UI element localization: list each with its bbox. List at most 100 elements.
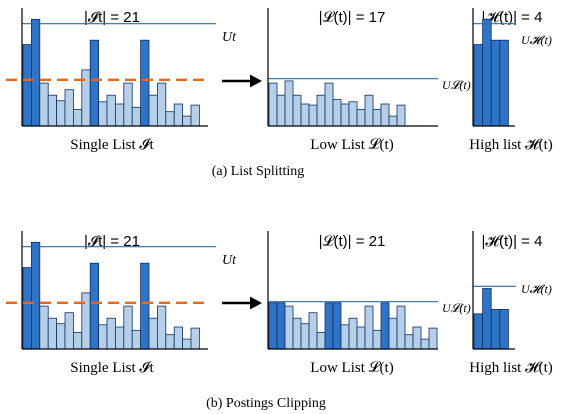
bar: [380, 302, 390, 350]
bar: [490, 308, 501, 350]
bar: [300, 103, 310, 127]
single-list-size: |𝓘t| = 21: [84, 9, 140, 26]
single-list-size: |𝓘t| = 21: [84, 233, 140, 250]
bar: [47, 317, 58, 350]
threshold-label: U𝓛(t): [442, 301, 471, 315]
bar: [81, 69, 91, 127]
single-list-label: Single List 𝓘t: [70, 360, 154, 376]
high-list-label: High list 𝓗(t): [469, 360, 553, 376]
bar: [182, 338, 192, 350]
bar: [340, 324, 350, 350]
bar: [324, 82, 334, 127]
bar: [148, 317, 158, 350]
high-list-bars: [473, 18, 516, 127]
bar: [308, 312, 318, 350]
low-list-label: Low List 𝓛(t): [310, 137, 393, 153]
single-list-bars: [6, 18, 216, 127]
bar: [98, 101, 108, 127]
low-list-panel: |𝓛(t)| = 17 U𝓛(t) Low List 𝓛(t): [267, 8, 471, 153]
bar: [165, 334, 175, 350]
bar: [292, 94, 302, 127]
split-arrow: [222, 74, 262, 88]
high-list-panel: |𝓗(t)| = 4 U𝓗(t) High list 𝓗(t): [469, 231, 553, 376]
bar: [380, 103, 390, 127]
threshold-label: U𝓛(t): [442, 78, 471, 92]
low-list-bars: [268, 301, 438, 350]
threshold-label: U𝓗(t): [521, 33, 552, 47]
low-list-size: |𝓛(t)| = 17: [319, 9, 386, 26]
bar: [276, 94, 286, 127]
single-list-label: Single List 𝓘t: [70, 137, 154, 153]
bar: [56, 323, 66, 350]
bar: [123, 305, 133, 350]
bar: [73, 109, 83, 127]
row-list-splitting: |𝓘t| = 21 Ut Single List 𝓘t |𝓛(t)| = 17 …: [6, 8, 553, 179]
bar: [499, 308, 509, 350]
bar: [284, 80, 294, 127]
bar: [156, 82, 167, 127]
bar: [356, 326, 366, 350]
caption: (b) Postings Clipping: [206, 396, 326, 411]
bar: [98, 324, 108, 350]
bar: [73, 332, 83, 350]
low-list-label: Low List 𝓛(t): [310, 360, 393, 376]
bar: [396, 104, 406, 127]
bar: [372, 109, 382, 127]
threshold-label: Ut: [222, 253, 237, 268]
bar: [30, 241, 41, 350]
bar: [332, 99, 342, 127]
bar: [300, 323, 310, 350]
bar: [268, 82, 278, 127]
high-list-size: |𝓗(t)| = 4: [482, 9, 543, 26]
high-list-panel: |𝓗(t)| = 4 U𝓗(t) High list 𝓗(t): [469, 8, 553, 153]
bar: [22, 44, 32, 127]
bar: [131, 329, 141, 350]
bar: [106, 317, 116, 350]
low-list-size: |𝓛(t)| = 21: [319, 233, 386, 250]
bar: [356, 109, 366, 127]
threshold-label: Ut: [222, 30, 237, 45]
low-list-panel: |𝓛(t)| = 21 U𝓛(t) Low List 𝓛(t): [267, 231, 471, 376]
bar: [404, 334, 414, 350]
bar: [324, 302, 334, 350]
bar: [490, 39, 501, 127]
bar: [182, 115, 192, 127]
clip-arrow: [222, 296, 262, 310]
low-list-bars: [268, 78, 438, 127]
high-list-bars: [473, 285, 516, 350]
bar: [22, 267, 32, 350]
arrow-head: [250, 296, 262, 310]
bar: [316, 332, 326, 350]
bar: [106, 94, 116, 127]
bar: [340, 103, 350, 127]
bar: [428, 327, 438, 350]
bar: [156, 305, 167, 350]
bar: [165, 111, 175, 127]
bar: [482, 288, 492, 350]
bar: [364, 305, 374, 350]
single-list-panel: |𝓘t| = 21 Ut Single List 𝓘t: [6, 8, 237, 153]
bar: [148, 94, 158, 127]
bar: [140, 39, 150, 127]
bar: [388, 317, 398, 350]
bar: [348, 101, 358, 127]
arrow-head: [250, 74, 262, 88]
row-postings-clipping: |𝓘t| = 21 Ut Single List 𝓘t |𝓛(t)| = 21 …: [6, 231, 553, 411]
bar: [190, 104, 200, 127]
bar: [39, 82, 49, 127]
high-list-label: High list 𝓗(t): [469, 137, 553, 153]
bar: [396, 305, 406, 350]
bar: [499, 39, 509, 127]
bar: [190, 327, 200, 350]
bar: [388, 115, 398, 127]
bar: [115, 326, 125, 350]
bar: [332, 302, 342, 350]
bar: [268, 302, 278, 350]
high-list-size: |𝓗(t)| = 4: [482, 233, 543, 250]
bar: [473, 44, 484, 127]
bar: [89, 262, 99, 350]
caption: (a) List Splitting: [212, 164, 305, 179]
bar: [64, 89, 74, 127]
bar: [173, 103, 183, 127]
